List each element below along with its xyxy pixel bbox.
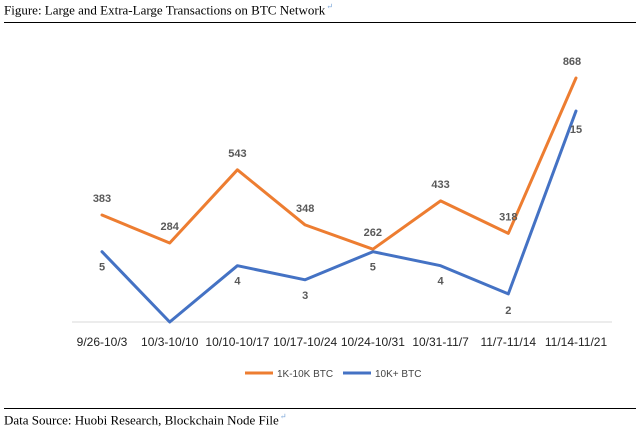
data-label: 4 — [234, 276, 241, 288]
series-line — [100, 109, 578, 324]
data-label: 262 — [364, 227, 382, 239]
data-label: 868 — [563, 56, 581, 68]
legend-label: 1K-10K BTC — [277, 369, 333, 380]
series-line — [100, 76, 578, 251]
data-label: 3 — [302, 290, 308, 302]
x-tick-label: 11/14-11/21 — [545, 335, 608, 349]
figure-source: Data Source: Huobi Research, Blockchain … — [4, 412, 286, 428]
figure-source-text: Data Source: Huobi Research, Blockchain … — [4, 412, 279, 428]
paragraph-mark-icon: ↵ — [279, 412, 287, 421]
legend-label: 10K+ BTC — [375, 369, 421, 380]
x-tick-label: 11/7-11/14 — [480, 335, 536, 349]
data-label: 348 — [296, 203, 314, 215]
figure-frame — [4, 22, 636, 409]
data-label: 2 — [505, 305, 511, 317]
data-label: 5 — [370, 262, 376, 274]
data-label: 318 — [499, 211, 517, 223]
data-label: 433 — [431, 179, 449, 191]
figure-title: Figure: Large and Extra-Large Transactio… — [4, 2, 333, 18]
paragraph-mark-icon: ↵ — [326, 2, 333, 11]
x-tick-label: 10/17-10/24 — [273, 335, 337, 349]
x-tick-label: 10/24-10/31 — [341, 335, 405, 349]
x-tick-label: 10/31-11/7 — [412, 335, 469, 349]
x-tick-label: 10/3-10/10 — [141, 335, 199, 349]
data-label: 383 — [93, 193, 111, 205]
data-label: 284 — [161, 221, 180, 233]
data-label: 543 — [228, 148, 246, 160]
x-tick-label: 10/10-10/17 — [205, 335, 269, 349]
x-tick-label: 9/26-10/3 — [77, 335, 128, 349]
data-label: 4 — [438, 276, 445, 288]
data-label: 15 — [570, 124, 582, 136]
figure-title-text: Figure: Large and Extra-Large Transactio… — [4, 2, 326, 18]
data-label: 5 — [99, 262, 105, 274]
